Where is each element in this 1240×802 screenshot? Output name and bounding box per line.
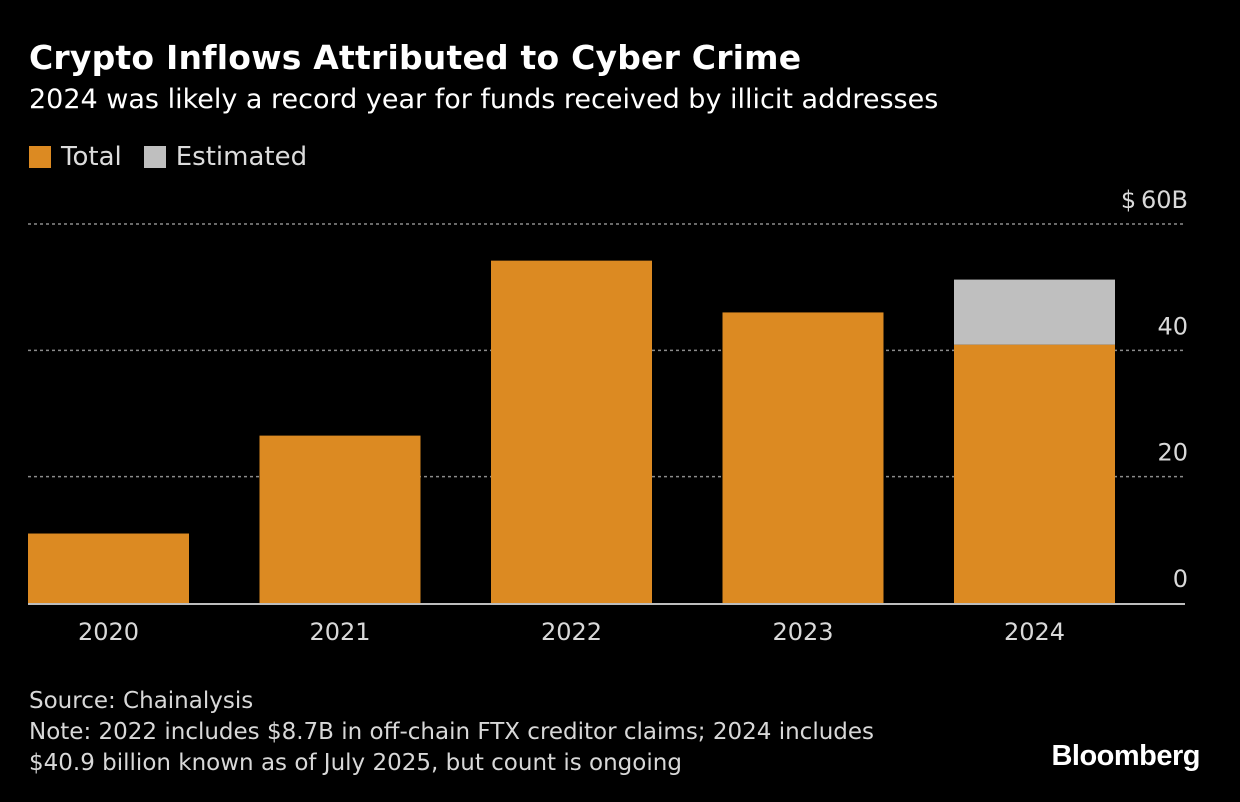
y-tick-label-0: 0: [1173, 565, 1188, 593]
y-tick-label-20: 20: [1157, 439, 1188, 467]
legend-swatch-estimated: [143, 146, 166, 168]
legend-item-total: Total: [29, 142, 122, 172]
chart-title: Crypto Inflows Attributed to Cyber Crime: [29, 38, 802, 77]
legend-label-estimated: Estimated: [175, 142, 308, 172]
footer: Source: Chainalysis Note: 2022 includes …: [29, 686, 1029, 779]
bars: [28, 260, 1115, 603]
bar-2024-estimated: [954, 279, 1115, 345]
x-tick-label-2023: 2023: [772, 618, 833, 646]
legend-item-estimated: Estimated: [143, 142, 308, 172]
x-tick-label-2021: 2021: [309, 618, 370, 646]
bloomberg-logo: Bloomberg: [1051, 740, 1200, 772]
legend-label-total: Total: [61, 142, 122, 172]
bar-2022-total: [491, 260, 652, 603]
x-tick-label-2022: 2022: [541, 618, 602, 646]
legend: Total Estimated: [29, 142, 329, 172]
x-tick-label-2024: 2024: [1004, 618, 1065, 646]
axes: 0 20 40 $ 60B 2020 2021 2022 2023 2024: [28, 186, 1188, 646]
bar-2024-total: [954, 344, 1115, 603]
source-text: Source: Chainalysis: [29, 688, 254, 714]
legend-swatch-total: [29, 146, 51, 168]
bar-2020-total: [28, 533, 189, 603]
note-text-line-1: Note: 2022 includes $8.7B in off-chain F…: [29, 719, 875, 745]
chart-subtitle: 2024 was likely a record year for funds …: [29, 84, 939, 115]
bar-2023-total: [722, 312, 884, 603]
y-tick-label-40: 40: [1157, 312, 1188, 340]
y-tick-label-60: $ 60B: [1121, 186, 1188, 214]
note-text-line-2: $40.9 billion known as of July 2025, but…: [29, 750, 682, 776]
bar-2021-total: [259, 435, 421, 603]
x-tick-label-2020: 2020: [78, 618, 139, 646]
